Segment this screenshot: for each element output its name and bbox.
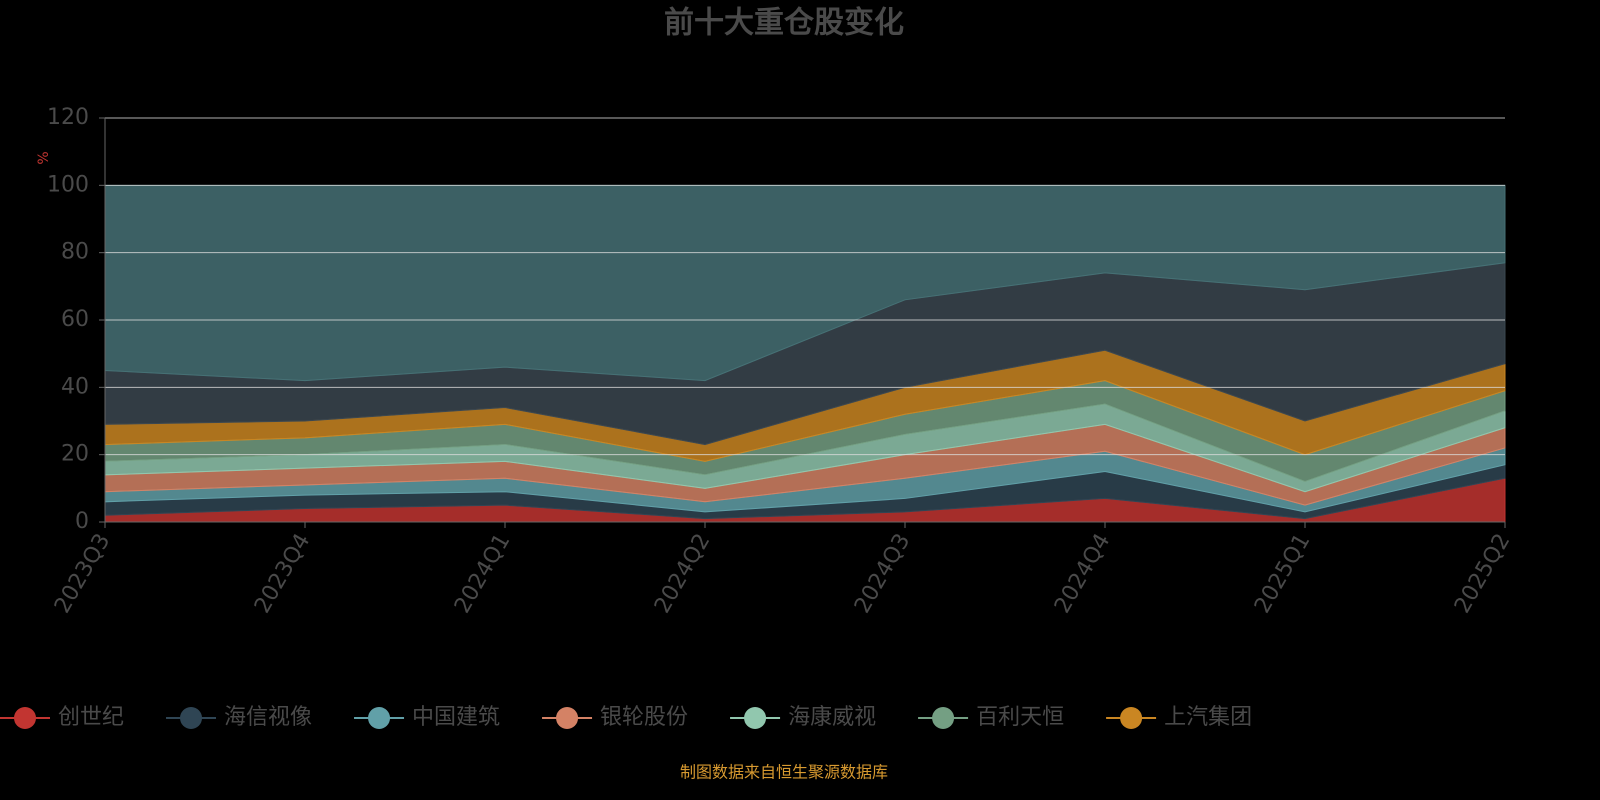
legend-label: 中国建筑 — [412, 705, 500, 730]
y-tick-label: 60 — [61, 307, 89, 332]
legend-marker — [744, 707, 767, 729]
footer: 制图数据来自恒生聚源数据库 — [680, 763, 888, 782]
legend-marker — [932, 707, 955, 729]
legend-marker — [180, 707, 203, 729]
chart-title: 前十大重仓股变化 — [664, 6, 904, 41]
y-axis-label: % — [36, 151, 52, 164]
legend-marker — [556, 707, 579, 729]
y-tick-label: 20 — [61, 442, 89, 467]
legend-label: 银轮股份 — [600, 705, 688, 730]
legend-label: 海康威视 — [788, 705, 876, 730]
y-tick-label: 0 — [75, 509, 89, 534]
legend-marker — [1120, 707, 1143, 729]
y-tick-label: 80 — [61, 240, 89, 265]
y-tick-label: 40 — [61, 374, 89, 399]
legend-label: 上汽集团 — [1164, 705, 1252, 730]
legend-marker — [368, 707, 391, 729]
legend-label: 创世纪 — [58, 705, 124, 730]
legend-label: 百利天恒 — [976, 705, 1064, 730]
y-tick-label: 120 — [47, 105, 89, 130]
legend-label: 海信视像 — [224, 705, 312, 730]
y-tick-label: 100 — [47, 172, 89, 197]
legend-marker — [14, 707, 36, 729]
